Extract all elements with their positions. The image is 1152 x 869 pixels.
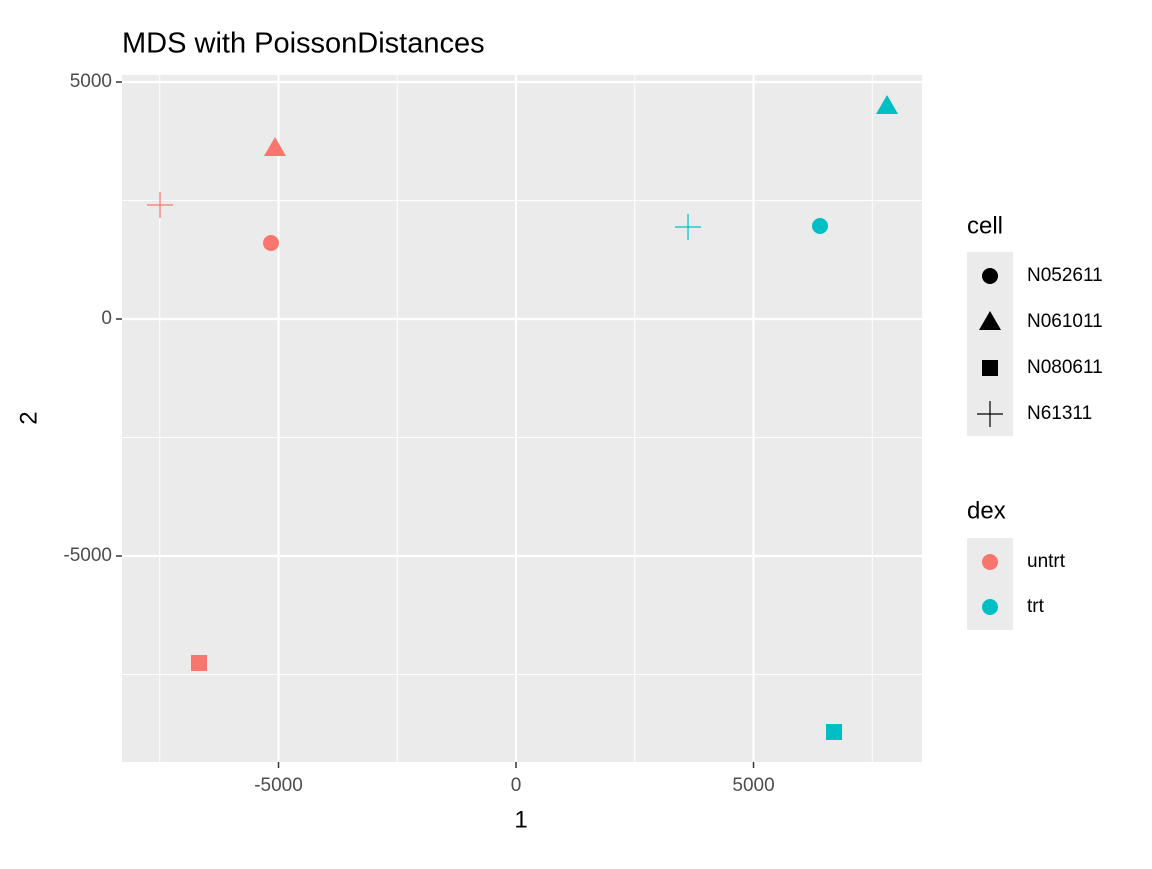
y-axis-label: 2 xyxy=(15,411,42,424)
legend-label: N052611 xyxy=(1027,265,1103,286)
point xyxy=(812,218,829,235)
legend-key xyxy=(982,554,998,570)
legend-key xyxy=(982,360,998,376)
y-tick-label: 5000 xyxy=(70,71,112,92)
legend-label: N080611 xyxy=(1027,357,1103,378)
x-tick-label: 5000 xyxy=(732,775,774,796)
y-tick-label: 0 xyxy=(101,308,112,329)
legend-key xyxy=(982,268,998,284)
point xyxy=(876,94,899,114)
x-axis-label: 1 xyxy=(514,806,527,833)
legend-title: dex xyxy=(967,497,1006,524)
x-tick-label: 0 xyxy=(511,775,522,796)
legend-key xyxy=(979,311,1001,330)
point xyxy=(826,723,843,740)
legend-label: N061011 xyxy=(1027,311,1103,332)
x-tick-label: -5000 xyxy=(254,775,303,796)
panel xyxy=(122,75,922,762)
legend-label: trt xyxy=(1027,596,1045,617)
legend-label: untrt xyxy=(1027,551,1066,572)
legend-key-bg xyxy=(967,538,1013,630)
legend-key xyxy=(982,599,998,615)
y-tick-label: -5000 xyxy=(63,545,112,566)
point xyxy=(263,235,280,252)
legend-title: cell xyxy=(967,212,1003,239)
legend-label: N61311 xyxy=(1027,403,1092,424)
point xyxy=(263,136,286,156)
point xyxy=(675,214,702,241)
point xyxy=(190,654,207,671)
chart-title: MDS with PoissonDistances xyxy=(122,28,485,60)
point xyxy=(147,192,173,219)
legend-key xyxy=(977,401,1003,427)
